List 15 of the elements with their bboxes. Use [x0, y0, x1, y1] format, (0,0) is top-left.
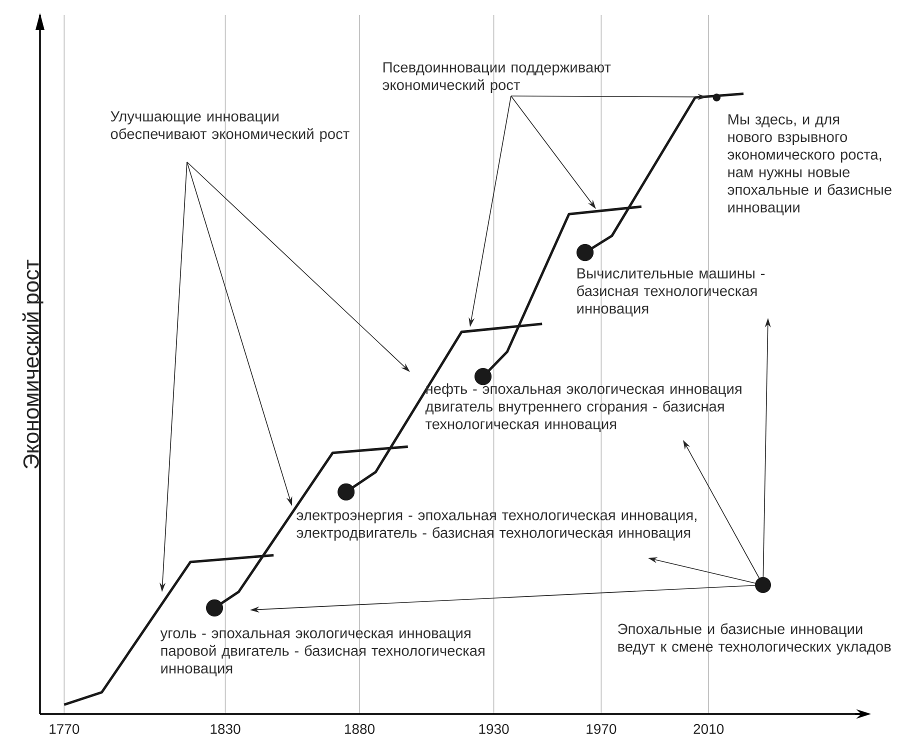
annotation: нефть - эпохальная экологическая инновация двигатель внутреннего сгорания - базисная технологическая инновация: [425, 383, 742, 432]
x-tick-label: 1930: [479, 724, 509, 734]
annotation: Эпохальные и базисные инновации ведут к смене технологических укладов: [618, 623, 891, 655]
annotation: Улучшающие инновации обеспечивают экономический рост: [110, 111, 350, 142]
x-tick-label: 1830: [210, 724, 240, 734]
annotation: уголь - эпохальная экологическая инновация паровой двигатель - базисная технологическая инновация: [160, 630, 484, 676]
annotation: Мы здесь, и для нового взрывного экономического роста, нам нужны новые эпохальные и базисные инновации: [728, 114, 892, 216]
x-tick-label: 1880: [345, 724, 375, 734]
annotation: Вычислительные машины - базисная технологическая инновация: [577, 268, 765, 316]
annotation: электроэнергия - эпохальная технологическая инновация, электродвигатель - базисная технологическая инновация: [296, 512, 696, 541]
x-tick-label: 1770: [50, 724, 80, 734]
x-tick-label: 1970: [586, 724, 616, 734]
text: Псевдоинновации поддерживают экономический рост: [382, 62, 611, 93]
y-axis-title: Экономический рост: [22, 260, 44, 469]
x-tick-label: 2010: [694, 724, 724, 734]
